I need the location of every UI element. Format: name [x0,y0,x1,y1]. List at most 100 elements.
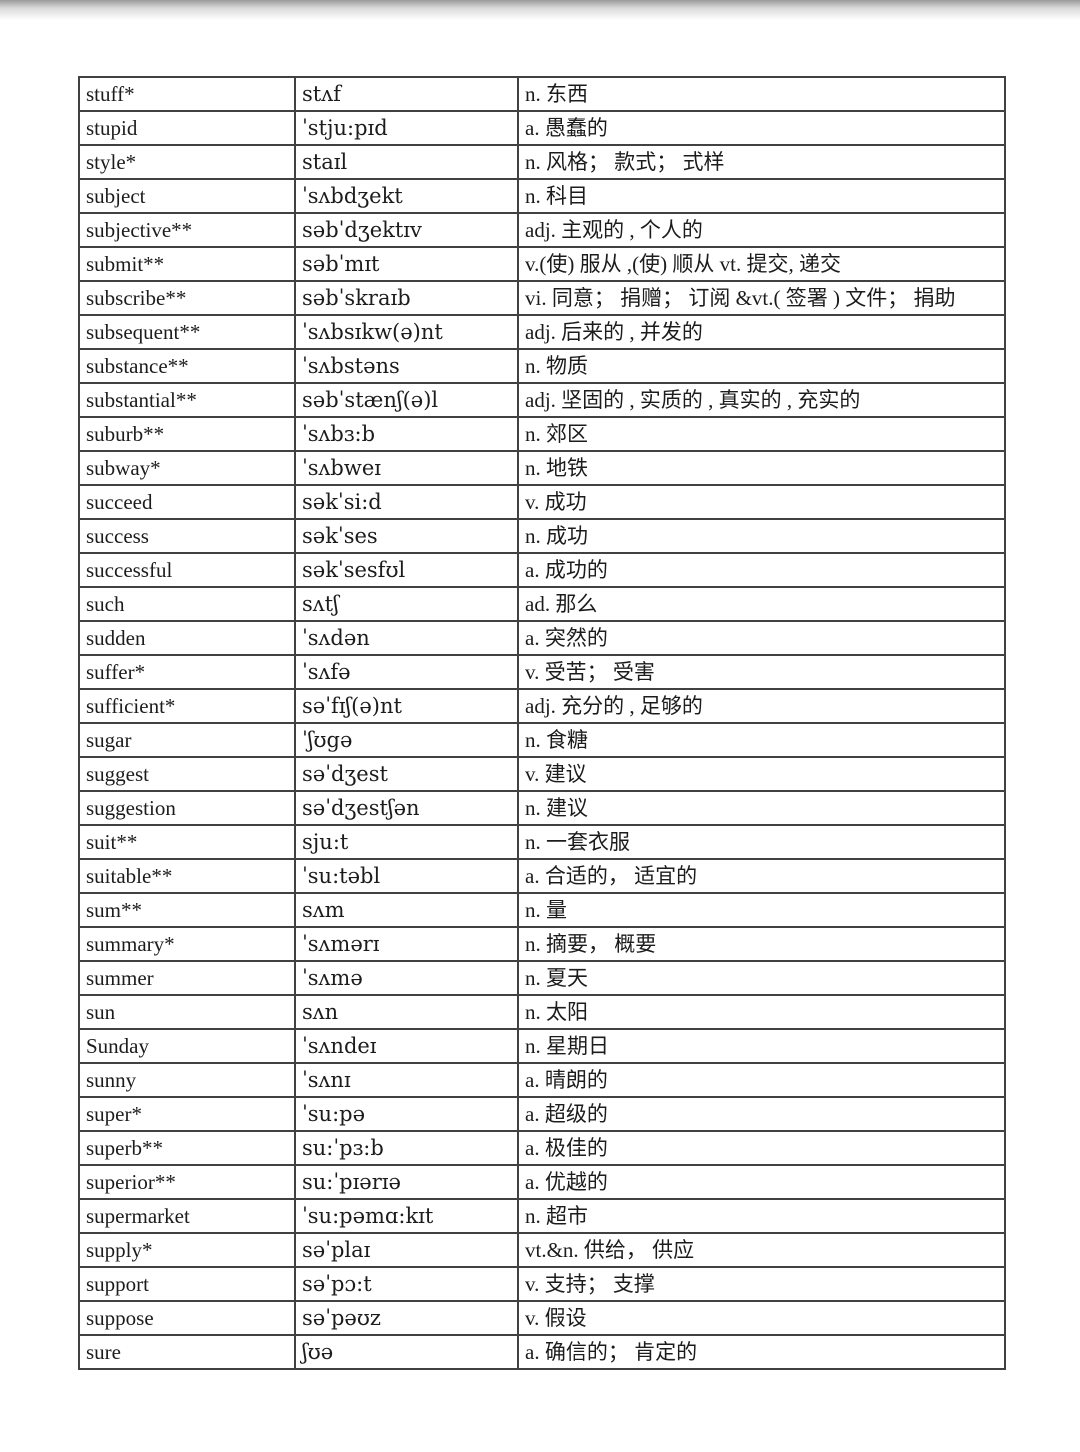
meaning-cell: n. 科目 [517,178,1006,214]
word-cell: suffer* [78,654,296,690]
phonetic-cell: stʌf [294,76,519,112]
word-cell: subsequent** [78,314,296,350]
meaning-cell: n. 风格； 款式； 式样 [517,144,1006,180]
meaning-cell: v. 成功 [517,484,1006,520]
phonetic-cell: səbˈstænʃ(ə)l [294,382,519,418]
scan-top-shadow [0,0,1080,20]
vocab-row: superior** su:ˈpɪərɪə a. 优越的 [78,1164,1006,1200]
vocab-row: such sʌtʃ ad. 那么 [78,586,1006,622]
vocab-row: subway* ˈsʌbweɪ n. 地铁 [78,450,1006,486]
phonetic-cell: ʃʊə [294,1334,519,1370]
meaning-cell: a. 超级的 [517,1096,1006,1132]
meaning-cell: a. 极佳的 [517,1130,1006,1166]
phonetic-cell: sʌm [294,892,519,928]
word-cell: sure [78,1334,296,1370]
vocab-row: suggestion səˈdʒestʃən n. 建议 [78,790,1006,826]
word-cell: superb** [78,1130,296,1166]
meaning-cell: a. 晴朗的 [517,1062,1006,1098]
meaning-cell: n. 东西 [517,76,1006,112]
word-cell: support [78,1266,296,1302]
phonetic-cell: ˈstju:pɪd [294,110,519,146]
word-cell: subjective** [78,212,296,248]
phonetic-cell: ˈsʌbweɪ [294,450,519,486]
phonetic-cell: səˈdʒest [294,756,519,792]
vocab-row: superb** su:ˈpɜ:b a. 极佳的 [78,1130,1006,1166]
vocab-row: submit** səbˈmɪt v.(使) 服从 ,(使) 顺从 vt. 提交, … [78,246,1006,282]
meaning-cell: v. 假设 [517,1300,1006,1336]
meaning-cell: vt.&n. 供给， 供应 [517,1232,1006,1268]
word-cell: suburb** [78,416,296,452]
vocab-row: supply* səˈplaɪ vt.&n. 供给， 供应 [78,1232,1006,1268]
meaning-cell: n. 星期日 [517,1028,1006,1064]
word-cell: subscribe** [78,280,296,316]
meaning-cell: adj. 坚固的 , 实质的 , 真实的 , 充实的 [517,382,1006,418]
word-cell: style* [78,144,296,180]
meaning-cell: n. 建议 [517,790,1006,826]
vocab-row: sure ʃʊə a. 确信的； 肯定的 [78,1334,1006,1370]
vocab-row: suit** sju:t n. 一套衣服 [78,824,1006,860]
phonetic-cell: sju:t [294,824,519,860]
phonetic-cell: səbˈmɪt [294,246,519,282]
vocab-row: substantial** səbˈstænʃ(ə)l adj. 坚固的 , 实质的… [78,382,1006,418]
meaning-cell: ad. 那么 [517,586,1006,622]
meaning-cell: n. 郊区 [517,416,1006,452]
phonetic-cell: səkˈses [294,518,519,554]
phonetic-cell: ˈʃʊgə [294,722,519,758]
meaning-cell: v. 受苦； 受害 [517,654,1006,690]
word-cell: superior** [78,1164,296,1200]
word-cell: subway* [78,450,296,486]
phonetic-cell: sʌtʃ [294,586,519,622]
vocab-row: sum** sʌm n. 量 [78,892,1006,928]
phonetic-cell: ˈsu:təbl [294,858,519,894]
word-cell: stuff* [78,76,296,112]
phonetic-cell: səˈplaɪ [294,1232,519,1268]
vocab-row: subscribe** səbˈskraɪb vi. 同意； 捐赠； 订阅 &vt.… [78,280,1006,316]
vocab-row: style* staɪl n. 风格； 款式； 式样 [78,144,1006,180]
word-cell: sugar [78,722,296,758]
vocab-row: successful səkˈsesfʊl a. 成功的 [78,552,1006,588]
word-cell: Sunday [78,1028,296,1064]
vocabulary-table: stuff* stʌf n. 东西 stupid ˈstju:pɪd a. 愚蠢的 styl… [78,76,1006,1370]
vocab-table-body: stuff* stʌf n. 东西 stupid ˈstju:pɪd a. 愚蠢的 styl… [78,76,1006,1370]
phonetic-cell: ˈsʌfə [294,654,519,690]
word-cell: suggest [78,756,296,792]
phonetic-cell: staɪl [294,144,519,180]
phonetic-cell: su:ˈpɪərɪə [294,1164,519,1200]
phonetic-cell: ˈsʌbsɪkw(ə)nt [294,314,519,350]
vocab-row: success səkˈses n. 成功 [78,518,1006,554]
vocab-row: sun sʌn n. 太阳 [78,994,1006,1030]
vocab-row: stuff* stʌf n. 东西 [78,76,1006,112]
vocab-row: sudden ˈsʌdən a. 突然的 [78,620,1006,656]
vocab-row: supermarket ˈsu:pəmɑ:kɪt n. 超市 [78,1198,1006,1234]
phonetic-cell: ˈsʌbstəns [294,348,519,384]
vocab-row: support səˈpɔ:t v. 支持； 支撑 [78,1266,1006,1302]
phonetic-cell: səˈfɪʃ(ə)nt [294,688,519,724]
meaning-cell: a. 确信的； 肯定的 [517,1334,1006,1370]
meaning-cell: n. 夏天 [517,960,1006,996]
vocab-row: suffer* ˈsʌfə v. 受苦； 受害 [78,654,1006,690]
word-cell: super* [78,1096,296,1132]
word-cell: success [78,518,296,554]
word-cell: substantial** [78,382,296,418]
phonetic-cell: sʌn [294,994,519,1030]
phonetic-cell: ˈsʌbɜ:b [294,416,519,452]
phonetic-cell: səbˈskraɪb [294,280,519,316]
phonetic-cell: səkˈsesfʊl [294,552,519,588]
phonetic-cell: ˈsʌmə [294,960,519,996]
vocab-row: substance** ˈsʌbstəns n. 物质 [78,348,1006,384]
meaning-cell: vi. 同意； 捐赠； 订阅 &vt.( 签署 ) 文件； 捐助 [517,280,1006,316]
vocab-row: subject ˈsʌbdʒekt n. 科目 [78,178,1006,214]
vocab-row: sugar ˈʃʊgə n. 食糖 [78,722,1006,758]
phonetic-cell: ˈsʌdən [294,620,519,656]
meaning-cell: n. 摘要， 概要 [517,926,1006,962]
word-cell: successful [78,552,296,588]
word-cell: summary* [78,926,296,962]
vocab-row: suburb** ˈsʌbɜ:b n. 郊区 [78,416,1006,452]
vocab-row: summer ˈsʌmə n. 夏天 [78,960,1006,996]
vocab-row: succeed səkˈsi:d v. 成功 [78,484,1006,520]
phonetic-cell: səkˈsi:d [294,484,519,520]
meaning-cell: n. 一套衣服 [517,824,1006,860]
meaning-cell: adj. 主观的 , 个人的 [517,212,1006,248]
word-cell: substance** [78,348,296,384]
